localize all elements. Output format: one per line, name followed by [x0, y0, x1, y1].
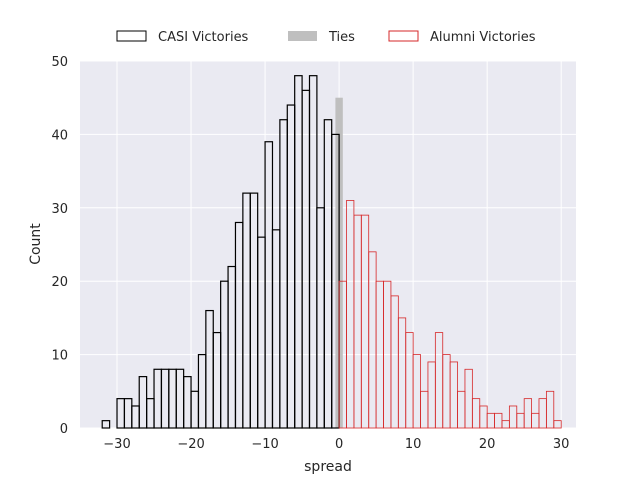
y-tick-label: 40 [51, 128, 68, 143]
legend-label-ties: Ties [328, 30, 355, 45]
alumni-victories-bar [545, 390, 555, 429]
legend-label-alumni-victories: Alumni Victories [430, 30, 536, 45]
y-tick-label: 20 [51, 275, 68, 290]
x-tick-label: 30 [553, 437, 570, 452]
x-axis-label: spread [304, 459, 352, 475]
plot-background [80, 61, 576, 428]
legend-swatch-ties [288, 31, 317, 41]
alumni-victories-bar [553, 420, 562, 429]
x-tick-label: 0 [335, 437, 343, 452]
legend-label-casi-victories: CASI Victories [158, 30, 249, 45]
x-axis-ticks: −30 −20 −10 0 10 20 30 [103, 437, 569, 452]
histogram-bars [101, 75, 562, 429]
casi-victories-bar [101, 420, 111, 429]
y-tick-label: 50 [51, 55, 68, 70]
y-axis-label: Count [28, 223, 44, 265]
legend-swatch-alumni-victories [388, 30, 419, 42]
y-tick-label: 30 [51, 202, 68, 217]
y-axis-ticks: 0 10 20 30 40 50 [51, 55, 68, 437]
y-tick-label: 10 [51, 349, 68, 364]
legend-swatch-casi-victories [116, 30, 147, 42]
x-tick-label: −10 [251, 437, 278, 452]
x-tick-label: −20 [177, 437, 204, 452]
x-tick-label: 10 [405, 437, 422, 452]
x-tick-label: 20 [479, 437, 496, 452]
x-tick-label: −30 [103, 437, 130, 452]
y-tick-label: 0 [60, 422, 68, 437]
legend: CASI Victories Ties Alumni Victories [116, 30, 536, 45]
